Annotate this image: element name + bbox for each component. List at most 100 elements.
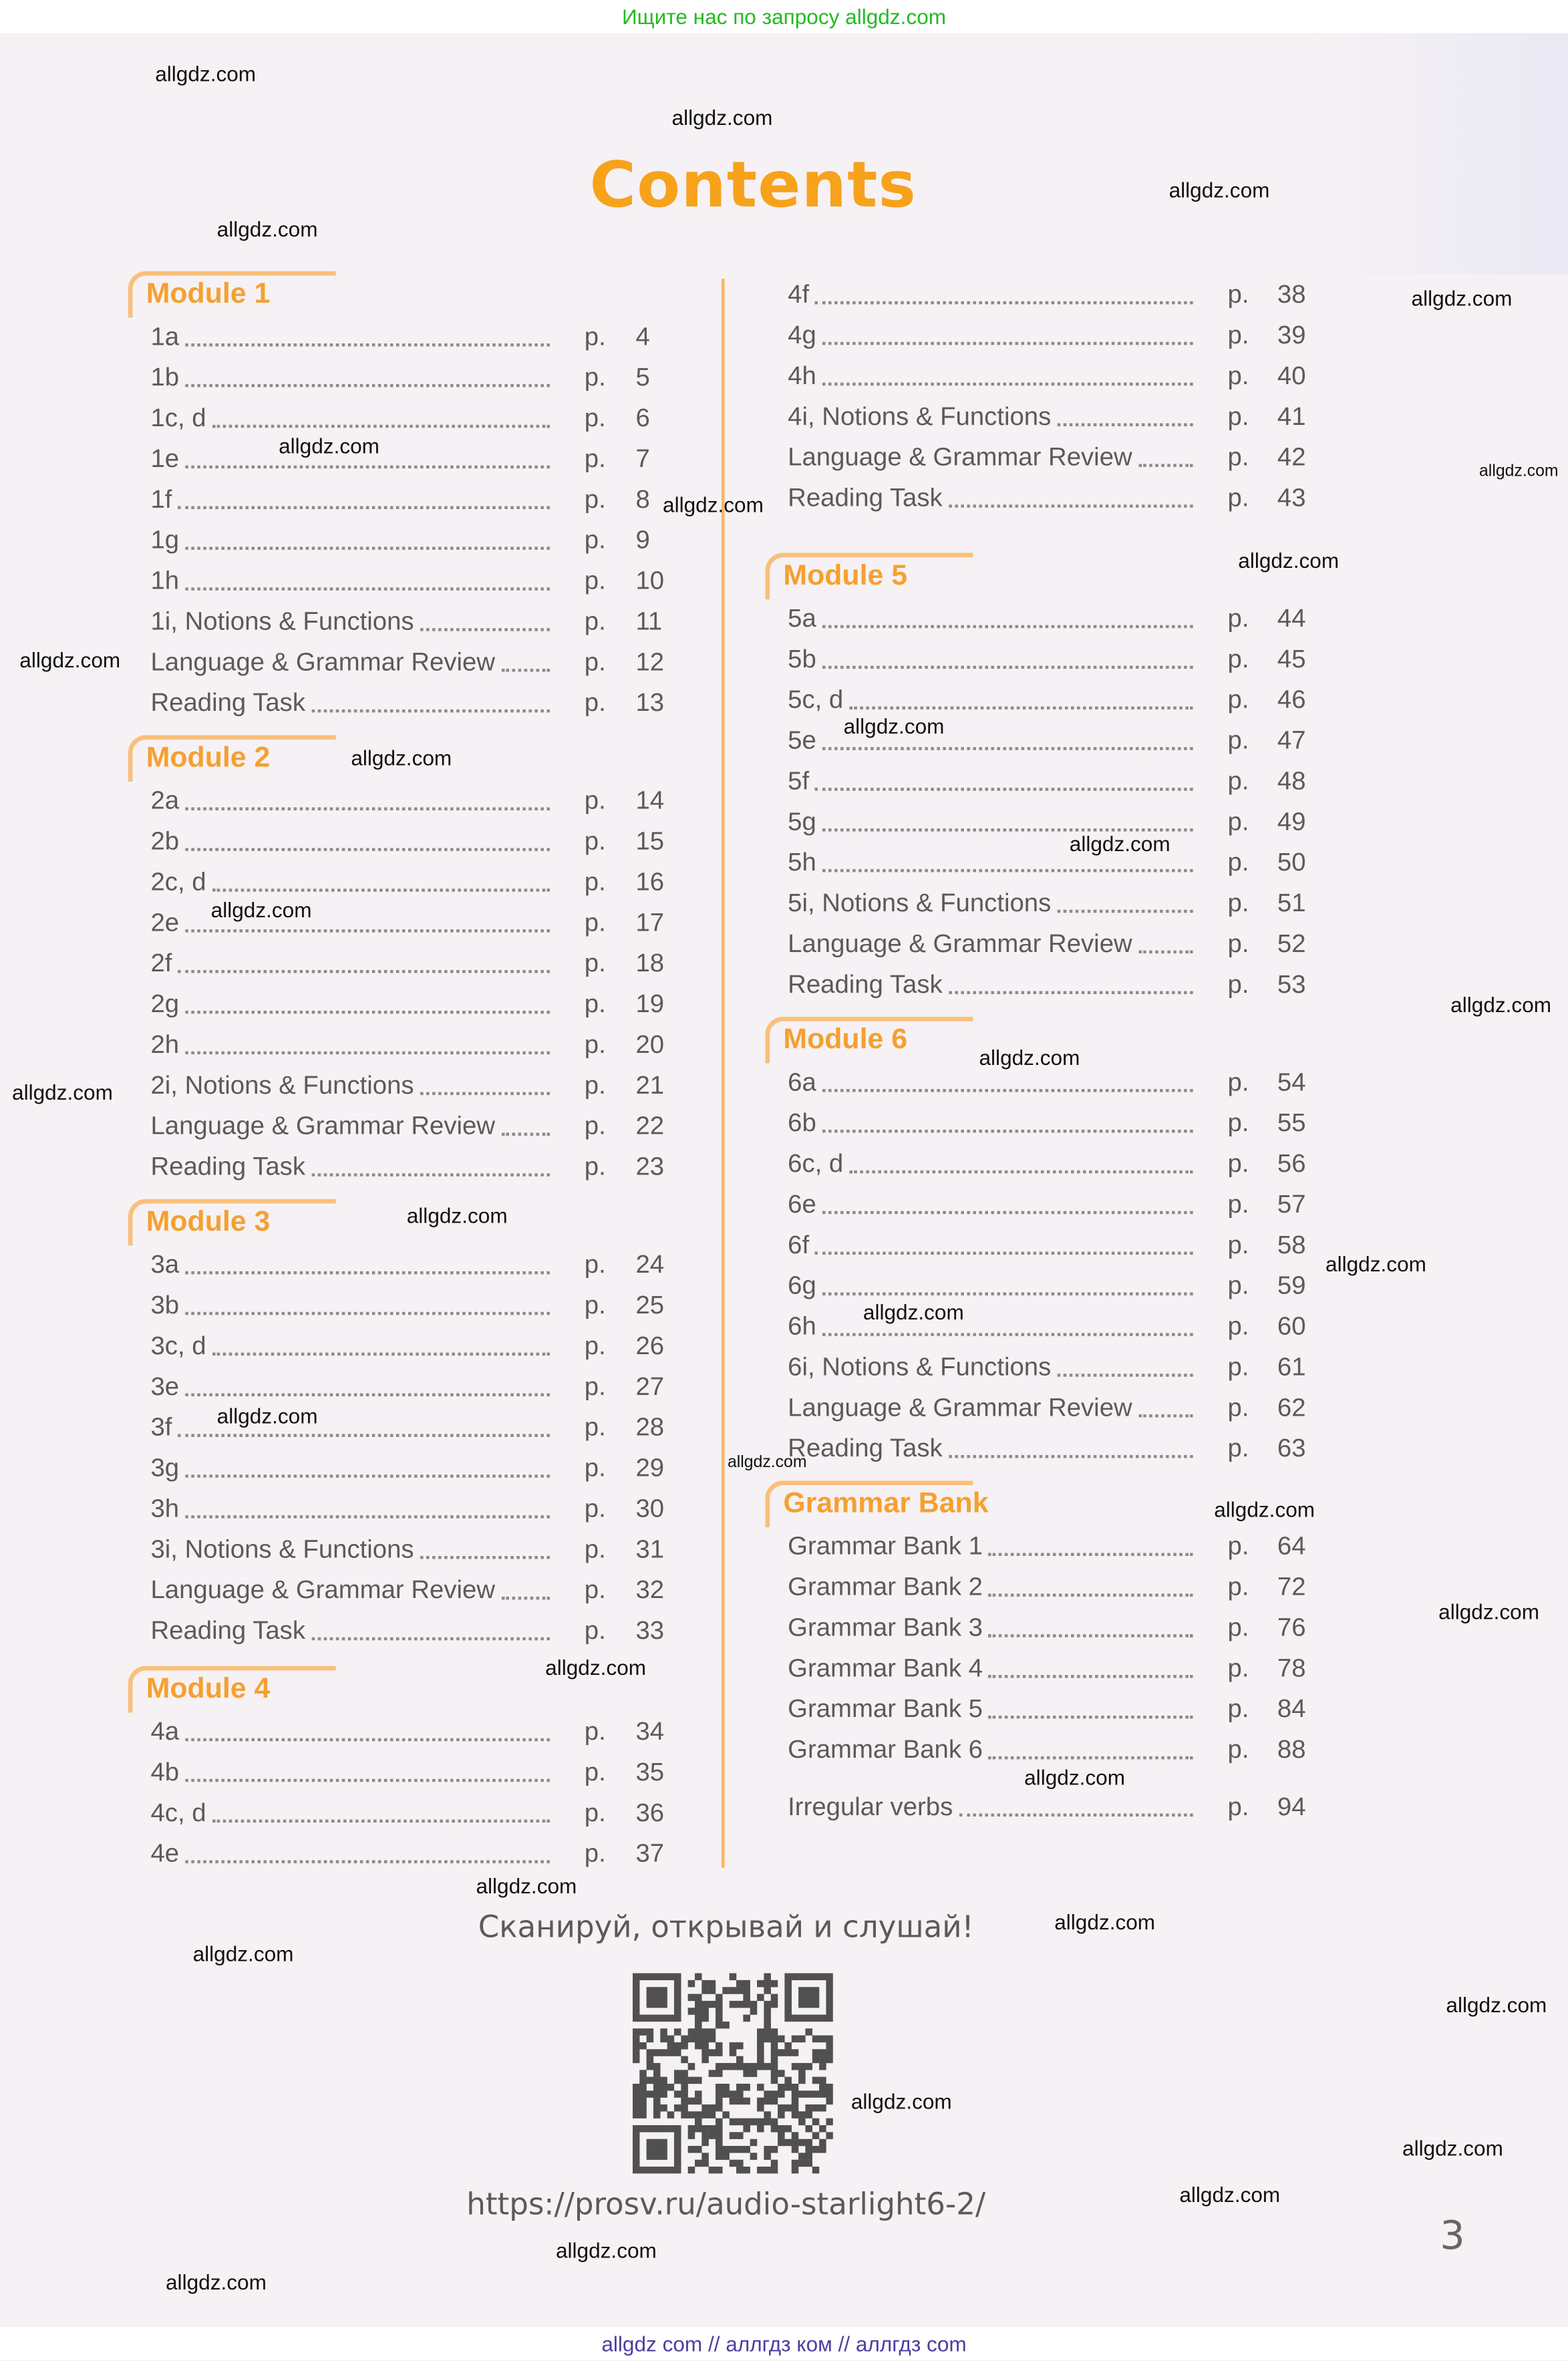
toc-entry[interactable]: 4c, d p. 36 <box>150 1795 664 1831</box>
qr-module <box>757 2056 764 2064</box>
page-number: 55 <box>1277 1108 1306 1138</box>
toc-entry[interactable]: 3f p. 28 <box>150 1410 664 1446</box>
qr-module <box>694 2000 702 2008</box>
toc-entry[interactable]: 2g p. 19 <box>150 987 664 1023</box>
toc-entry[interactable]: 4i, Notions & Functions p. 41 <box>788 399 1305 435</box>
entry-label: Grammar Bank 5 <box>788 1694 983 1724</box>
toc-entry[interactable]: 5e p. 47 <box>788 723 1305 759</box>
toc-entry[interactable]: 3h p. 30 <box>150 1491 664 1527</box>
toc-entry[interactable]: 6a p. 54 <box>788 1065 1305 1101</box>
qr-module <box>681 2076 688 2084</box>
toc-entry[interactable]: 6f p. 58 <box>788 1227 1305 1263</box>
qr-module <box>757 2083 764 2091</box>
toc-entry[interactable]: Language & Grammar Review p. 42 <box>788 440 1305 476</box>
toc-entry[interactable]: 2i, Notions & Functions p. 21 <box>150 1068 664 1104</box>
toc-entry[interactable]: 3g p. 29 <box>150 1450 664 1486</box>
toc-entry[interactable]: 4f p. 38 <box>788 277 1305 313</box>
toc-entry[interactable]: Language & Grammar Review p. 22 <box>150 1108 664 1144</box>
toc-entry[interactable]: Reading Task p. 33 <box>150 1613 664 1649</box>
toc-entry[interactable]: 2c, d p. 16 <box>150 864 664 901</box>
entry-label: 2f <box>150 949 172 978</box>
toc-entry[interactable]: 5i, Notions & Functions p. 51 <box>788 886 1305 922</box>
toc-entry[interactable]: 1i, Notions & Functions p. 11 <box>150 604 662 640</box>
entry-label: 6i, Notions & Functions <box>788 1352 1052 1382</box>
dot-leader <box>311 1173 550 1176</box>
toc-entry[interactable]: Reading Task p. 23 <box>150 1149 664 1185</box>
toc-entry[interactable]: Reading Task p. 53 <box>788 967 1305 1003</box>
page-number: 64 <box>1277 1531 1306 1561</box>
toc-entry[interactable]: 3i, Notions & Functions p. 31 <box>150 1532 664 1568</box>
toc-entry[interactable]: Grammar Bank 5 p. 84 <box>788 1692 1305 1728</box>
qr-module <box>778 2104 785 2112</box>
toc-entry[interactable]: Reading Task p. 43 <box>788 480 1305 516</box>
toc-entry[interactable]: 6e p. 57 <box>788 1187 1305 1223</box>
qr-module <box>764 2014 771 2022</box>
toc-entry[interactable]: 2a p. 14 <box>150 783 664 819</box>
toc-entry[interactable]: 4e p. 37 <box>150 1836 664 1872</box>
toc-entry[interactable]: 5c, d p. 46 <box>788 682 1305 718</box>
toc-entry[interactable]: 5b p. 45 <box>788 641 1305 677</box>
dot-leader <box>185 343 550 347</box>
toc-entry[interactable]: Irregular verbs p. 94 <box>788 1789 1305 1825</box>
top-banner[interactable]: Ищите нас по запросу allgdz.com <box>0 0 1568 33</box>
toc-entry[interactable]: 5h p. 50 <box>788 845 1305 881</box>
qr-module <box>826 1980 833 1988</box>
toc-entry[interactable]: 1f p. 8 <box>150 482 649 518</box>
qr-module <box>722 2090 730 2098</box>
toc-entry[interactable]: 3a p. 24 <box>150 1247 664 1283</box>
qr-module <box>791 1973 799 1981</box>
toc-entry[interactable]: 4g p. 39 <box>788 318 1305 354</box>
toc-entry[interactable]: 4a p. 34 <box>150 1714 664 1750</box>
toc-entry[interactable]: 2e p. 17 <box>150 905 664 941</box>
toc-entry[interactable]: Grammar Bank 3 p. 76 <box>788 1610 1305 1646</box>
toc-entry[interactable]: 1e p. 7 <box>150 442 649 478</box>
toc-entry[interactable]: Language & Grammar Review p. 12 <box>150 645 664 681</box>
toc-entry[interactable]: 4b p. 35 <box>150 1755 664 1791</box>
toc-entry[interactable]: 1g p. 9 <box>150 522 649 559</box>
dot-leader <box>959 1813 1193 1817</box>
page-prefix: p. <box>1227 1572 1249 1601</box>
page-prefix: p. <box>584 322 606 351</box>
toc-entry[interactable]: 1h p. 10 <box>150 563 664 599</box>
toc-entry[interactable]: 5g p. 49 <box>788 804 1305 840</box>
toc-entry[interactable]: 3b p. 25 <box>150 1288 664 1324</box>
qr-module <box>805 2062 812 2070</box>
toc-entry[interactable]: 4h p. 40 <box>788 359 1305 395</box>
toc-entry[interactable]: Reading Task p. 63 <box>788 1431 1305 1467</box>
toc-entry[interactable]: Grammar Bank 4 p. 78 <box>788 1651 1305 1687</box>
toc-entry[interactable]: 1c, d p. 6 <box>150 401 649 437</box>
toc-entry[interactable]: 3c, d p. 26 <box>150 1329 664 1365</box>
qr-module <box>701 2028 709 2036</box>
toc-entry[interactable]: 6i, Notions & Functions p. 61 <box>788 1350 1305 1386</box>
qr-module <box>632 2008 640 2015</box>
toc-entry[interactable]: 6c, d p. 56 <box>788 1146 1305 1183</box>
toc-entry[interactable]: 2f p. 18 <box>150 946 664 982</box>
qr-module <box>805 2028 812 2036</box>
toc-entry[interactable]: Reading Task p. 13 <box>150 685 664 722</box>
qr-module <box>812 2056 820 2064</box>
bottom-banner[interactable]: allgdz com // аллгдз ком // аллгдз com <box>0 2327 1568 2360</box>
qr-module <box>805 2153 812 2160</box>
toc-entry[interactable]: Grammar Bank 2 p. 72 <box>788 1569 1305 1605</box>
toc-entry[interactable]: Grammar Bank 6 p. 88 <box>788 1732 1305 1768</box>
qr-module <box>757 1994 764 2002</box>
toc-entry[interactable]: 1a p. 4 <box>150 319 649 355</box>
toc-entry[interactable]: Grammar Bank 1 p. 64 <box>788 1529 1305 1565</box>
toc-entry[interactable]: 6b p. 55 <box>788 1106 1305 1142</box>
toc-entry[interactable]: Language & Grammar Review p. 32 <box>150 1573 664 1609</box>
qr-module <box>729 2042 737 2050</box>
toc-entry[interactable]: 2b p. 15 <box>150 824 664 860</box>
toc-entry[interactable]: 2h p. 20 <box>150 1028 664 1064</box>
qr-code[interactable] <box>632 1973 833 2174</box>
toc-entry[interactable]: Language & Grammar Review p. 62 <box>788 1390 1305 1426</box>
toc-entry[interactable]: 1b p. 5 <box>150 360 649 396</box>
page-prefix: p. <box>1227 1149 1249 1178</box>
audio-url[interactable]: https://prosv.ru/audio-starlight6-2/ <box>466 2185 986 2222</box>
toc-entry[interactable]: 5f p. 48 <box>788 764 1305 800</box>
page-number: 54 <box>1277 1068 1306 1097</box>
toc-entry[interactable]: 6g p. 59 <box>788 1268 1305 1304</box>
toc-entry[interactable]: 6h p. 60 <box>788 1309 1305 1345</box>
toc-entry[interactable]: 3e p. 27 <box>150 1369 664 1405</box>
toc-entry[interactable]: Language & Grammar Review p. 52 <box>788 927 1305 963</box>
toc-entry[interactable]: 5a p. 44 <box>788 601 1305 637</box>
